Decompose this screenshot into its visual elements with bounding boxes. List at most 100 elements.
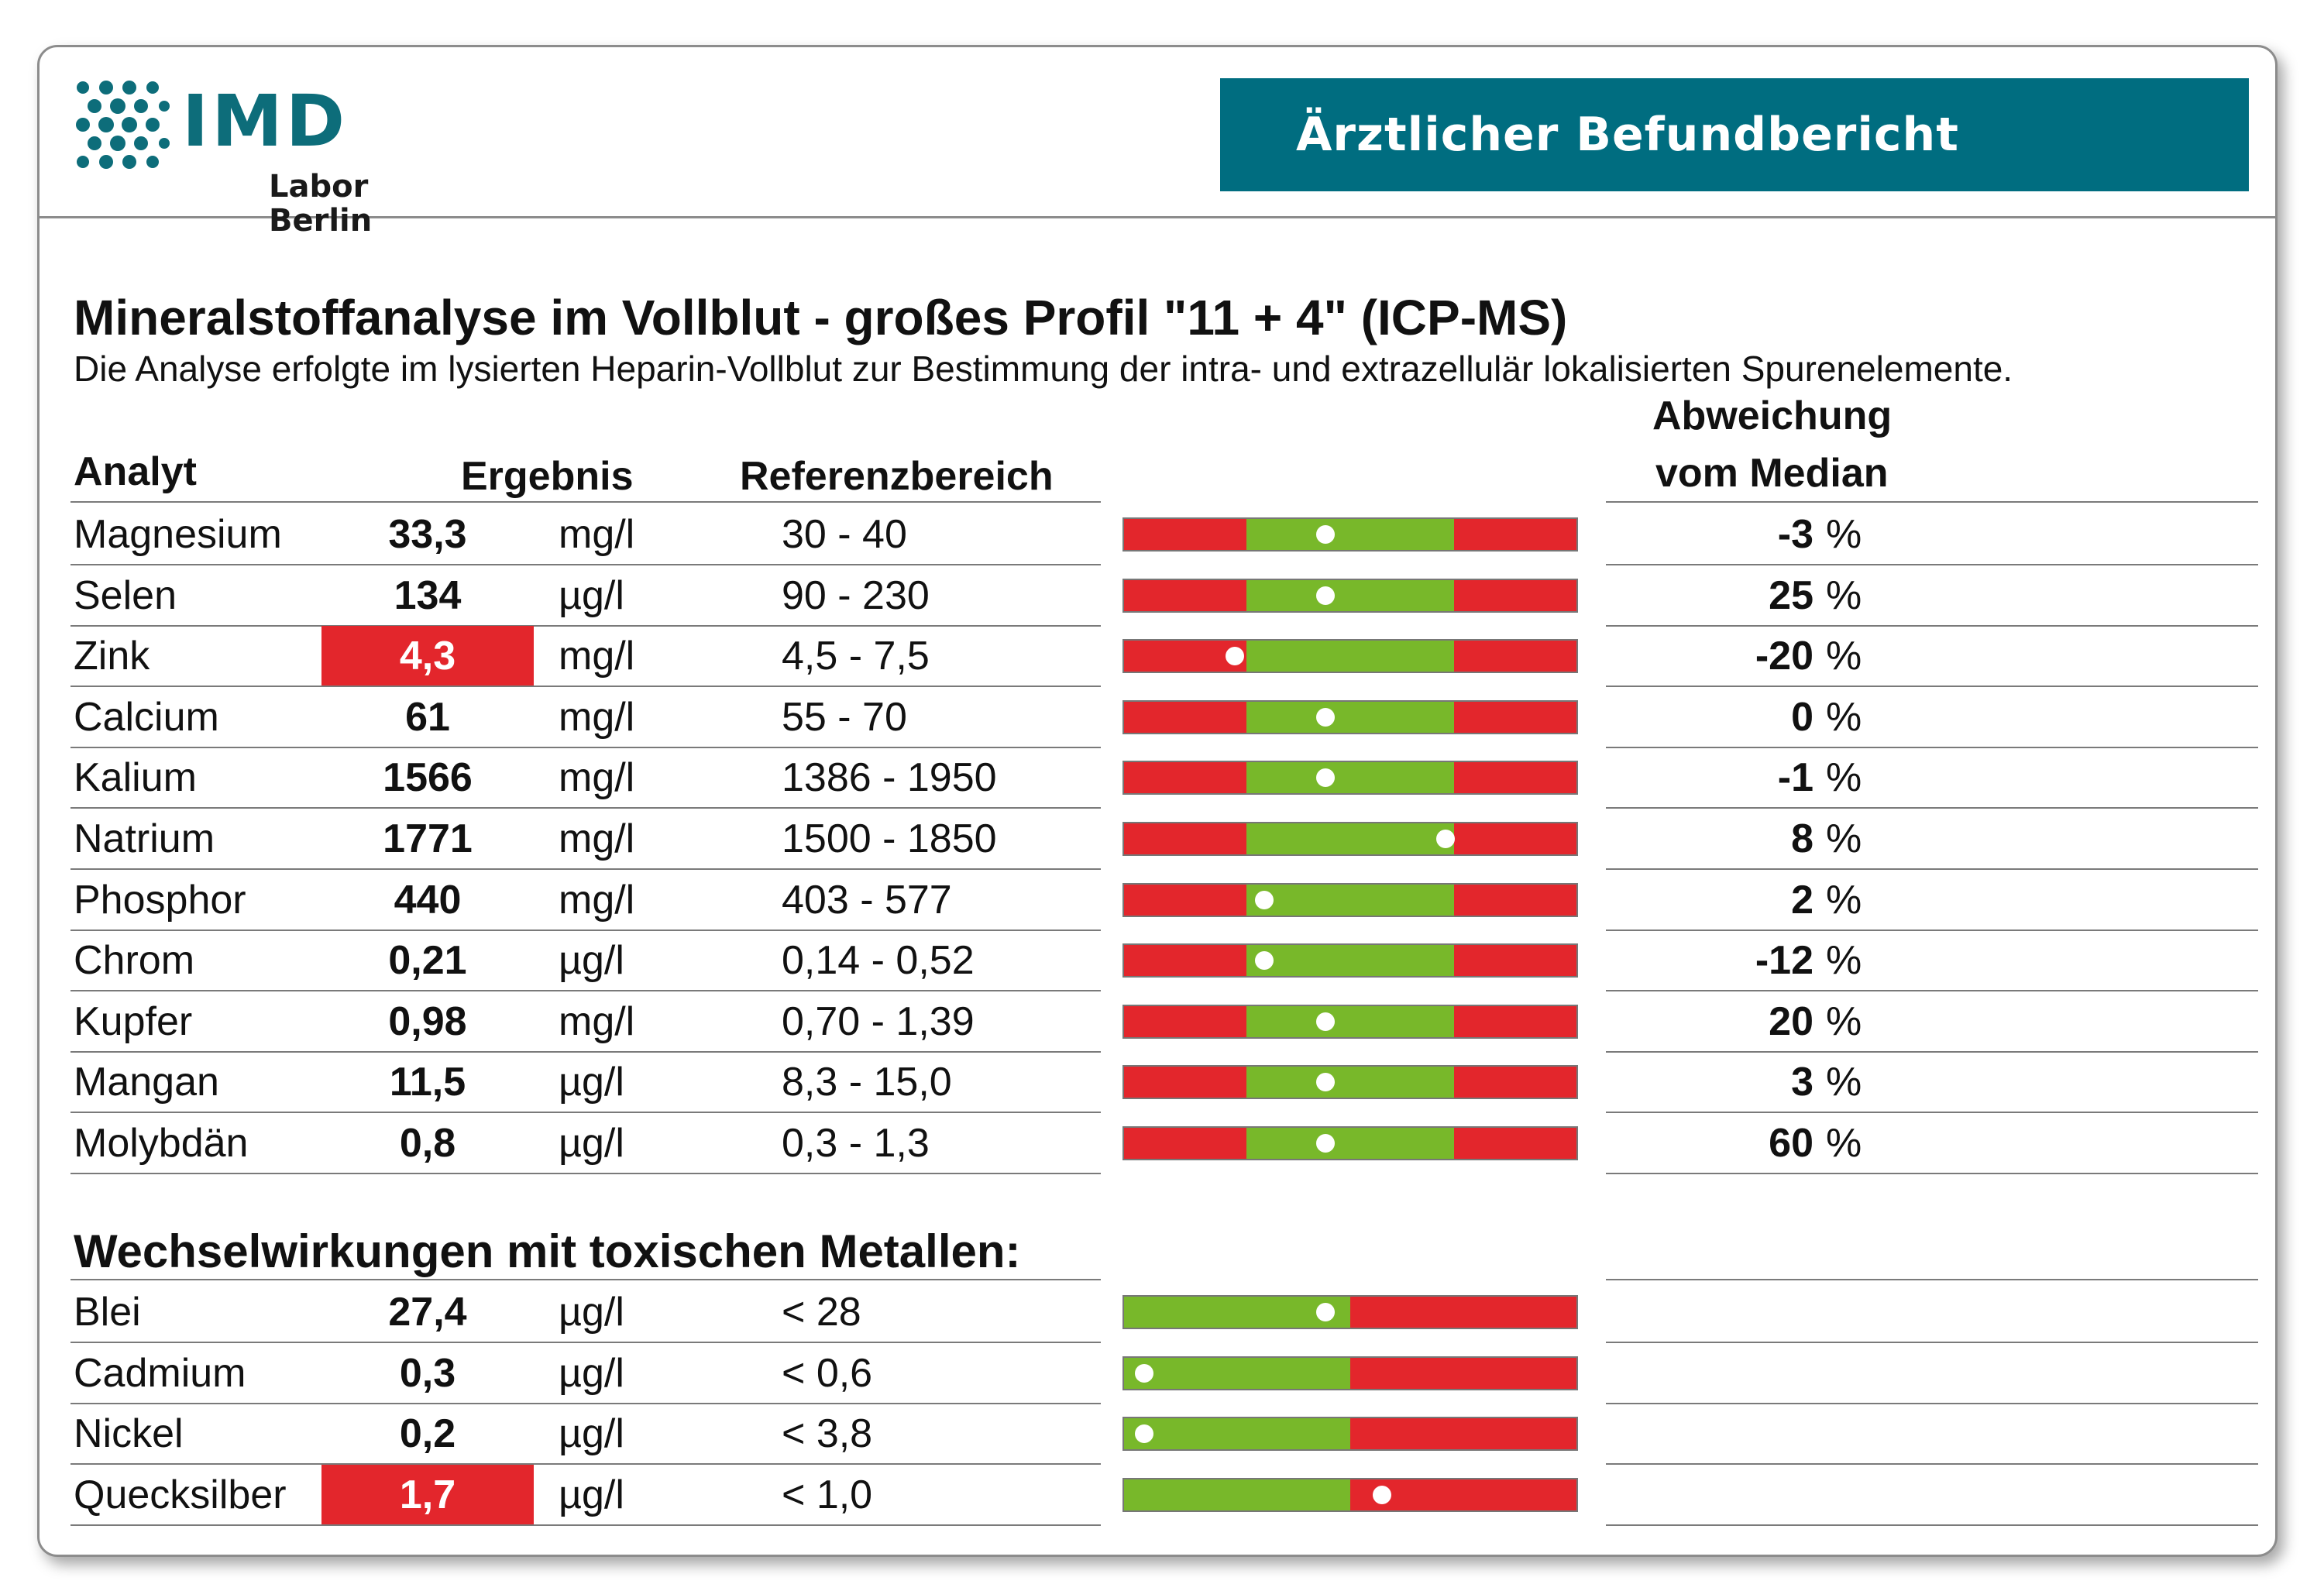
column-header-abweichung: Abweichung: [1652, 393, 1893, 438]
result-unit: mg/l: [559, 695, 635, 740]
bar-segment-normal: [1124, 1479, 1350, 1510]
row-divider: [70, 625, 1101, 627]
report-type-banner: Ärztlicher Befundbericht: [1220, 78, 2249, 191]
bar-segment-normal: [1246, 823, 1455, 854]
value-marker-dot: [1315, 768, 1335, 787]
limit-bar: [1122, 1478, 1578, 1512]
analyte-name: Magnesium: [74, 512, 282, 557]
percent-sign: %: [1826, 755, 1862, 800]
bar-segment-abnormal: [1454, 641, 1576, 672]
reference-range: 403 - 577: [782, 878, 952, 923]
bar-segment-normal: [1246, 1006, 1455, 1037]
bar-segment-abnormal: [1350, 1418, 1576, 1449]
toxic-section-title: Wechselwirkungen mit toxischen Metallen:: [74, 1225, 1021, 1277]
bar-segment-abnormal: [1454, 1128, 1576, 1159]
result-value: 0,3: [399, 1351, 456, 1396]
bar-segment-abnormal: [1454, 1067, 1576, 1098]
bar-segment-normal: [1246, 580, 1455, 611]
analyte-name: Selen: [74, 573, 177, 618]
row-divider: [70, 1403, 1101, 1404]
value-marker-dot: [1255, 951, 1274, 970]
bar-segment-abnormal: [1124, 519, 1246, 550]
range-bar: [1122, 883, 1578, 917]
range-bar: [1122, 943, 1578, 978]
row-divider: [1606, 1342, 2258, 1343]
median-deviation: -20: [1755, 634, 1813, 679]
result-unit: µg/l: [559, 1472, 624, 1517]
value-marker-dot: [1372, 1486, 1391, 1504]
value-marker-dot: [1315, 1303, 1335, 1321]
row-divider: [70, 1463, 1101, 1465]
bar-segment-normal: [1246, 945, 1455, 976]
range-bar: [1122, 700, 1578, 734]
result-unit: mg/l: [559, 634, 635, 679]
bar-segment-abnormal: [1454, 1006, 1576, 1037]
row-divider: [70, 930, 1101, 931]
median-deviation: -1: [1777, 755, 1813, 800]
result-value: 0,21: [388, 938, 467, 983]
reference-limit: < 0,6: [782, 1351, 873, 1396]
percent-sign: %: [1826, 1121, 1862, 1166]
row-divider: [70, 990, 1101, 991]
bar-segment-abnormal: [1124, 1128, 1246, 1159]
row-divider: [1606, 868, 2258, 870]
percent-sign: %: [1826, 999, 1862, 1044]
reference-range: 30 - 40: [782, 512, 907, 557]
result-unit: µg/l: [559, 573, 624, 618]
range-bar: [1122, 1005, 1578, 1039]
analyte-name: Kalium: [74, 755, 197, 800]
report-title: Mineralstoffanalyse im Vollblut - großes…: [74, 290, 1568, 345]
row-divider: [1606, 930, 2258, 931]
row-divider: [70, 807, 1101, 809]
metal-name: Blei: [74, 1290, 141, 1335]
bar-segment-normal: [1246, 1067, 1455, 1098]
median-deviation: -12: [1755, 938, 1813, 983]
median-deviation: 25: [1769, 573, 1813, 618]
reference-range: 90 - 230: [782, 573, 930, 618]
percent-sign: %: [1826, 816, 1862, 861]
median-deviation: 60: [1769, 1121, 1813, 1166]
bar-segment-normal: [1246, 641, 1455, 672]
bar-segment-abnormal: [1350, 1297, 1576, 1328]
result-unit: mg/l: [559, 816, 635, 861]
column-header-median: vom Median: [1655, 451, 1889, 496]
row-divider: [1606, 1051, 2258, 1053]
bar-segment-abnormal: [1124, 823, 1246, 854]
row-divider: [1606, 990, 2258, 991]
reference-range: 1386 - 1950: [782, 755, 997, 800]
bar-segment-normal: [1246, 702, 1455, 733]
row-divider: [70, 747, 1101, 748]
reference-range: 0,14 - 0,52: [782, 938, 975, 983]
median-deviation: 2: [1791, 878, 1813, 923]
result-value-flagged: 1,7: [321, 1465, 534, 1525]
result-value: 134: [394, 573, 462, 618]
column-header-ergebnis: Ergebnis: [461, 454, 634, 499]
bar-segment-abnormal: [1124, 945, 1246, 976]
limit-bar: [1122, 1356, 1578, 1390]
metal-name: Nickel: [74, 1411, 184, 1456]
result-unit: µg/l: [559, 938, 624, 983]
result-value: 0,98: [388, 999, 467, 1044]
row-divider: [70, 1342, 1101, 1343]
reference-range: 8,3 - 15,0: [782, 1060, 952, 1105]
report-card: IMD Labor Berlin Ärztlicher Befundberich…: [37, 45, 2278, 1557]
bar-segment-abnormal: [1124, 1006, 1246, 1037]
logo-wordmark: IMD: [182, 80, 349, 163]
result-value: 61: [405, 695, 450, 740]
value-marker-dot: [1315, 1073, 1335, 1091]
bar-segment-normal: [1124, 1358, 1350, 1389]
range-bar: [1122, 1126, 1578, 1160]
metal-name: Cadmium: [74, 1351, 246, 1396]
reference-limit: < 1,0: [782, 1472, 873, 1517]
report-subtitle: Die Analyse erfolgte im lysierten Hepari…: [74, 349, 2013, 389]
value-marker-dot: [1226, 647, 1245, 665]
row-divider: [1606, 625, 2258, 627]
limit-bar: [1122, 1417, 1578, 1451]
result-unit: mg/l: [559, 999, 635, 1044]
row-divider: [70, 686, 1101, 687]
percent-sign: %: [1826, 878, 1862, 923]
percent-sign: %: [1826, 695, 1862, 740]
analyte-name: Molybdän: [74, 1121, 249, 1166]
percent-sign: %: [1826, 634, 1862, 679]
result-value: 27,4: [388, 1290, 467, 1335]
